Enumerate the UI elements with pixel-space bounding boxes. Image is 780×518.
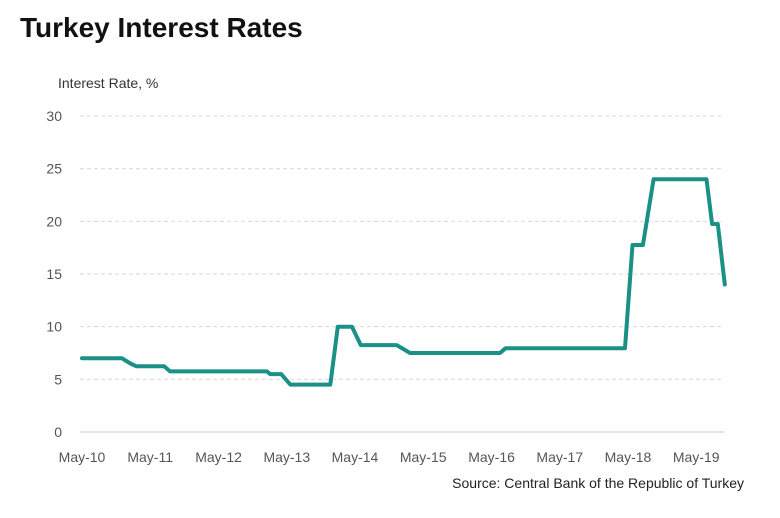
x-tick-label: May-18 [605,449,652,465]
y-tick-label: 0 [54,424,62,440]
x-tick-label: May-16 [468,449,515,465]
y-axis-ticks: 0 5 10 15 20 25 30 [46,108,62,440]
series-line-1 [80,177,727,387]
y-tick-label: 5 [54,371,62,387]
grid [80,115,724,380]
series-layer [80,177,727,387]
y-axis-label: Interest Rate, % [58,75,158,91]
x-tick-label: May-13 [263,449,310,465]
chart-title: Turkey Interest Rates [20,12,303,43]
x-tick-label: May-17 [536,449,583,465]
x-tick-label: May-15 [400,449,447,465]
x-tick-label: May-10 [59,449,106,465]
x-tick-label: May-12 [195,449,242,465]
x-tick-label: May-11 [127,449,173,465]
y-tick-label: 15 [46,266,62,282]
y-tick-label: 30 [46,108,62,124]
y-tick-label: 25 [46,161,62,177]
y-tick-label: 20 [46,213,62,229]
x-tick-label: May-14 [332,449,379,465]
x-tick-label: May-19 [673,449,720,465]
y-tick-label: 10 [46,319,62,335]
x-axis-ticks: May-10 May-11 May-12 May-13 May-14 May-15 May-… [59,449,720,465]
source-note: Source: Central Bank of the Republic of … [452,475,744,491]
